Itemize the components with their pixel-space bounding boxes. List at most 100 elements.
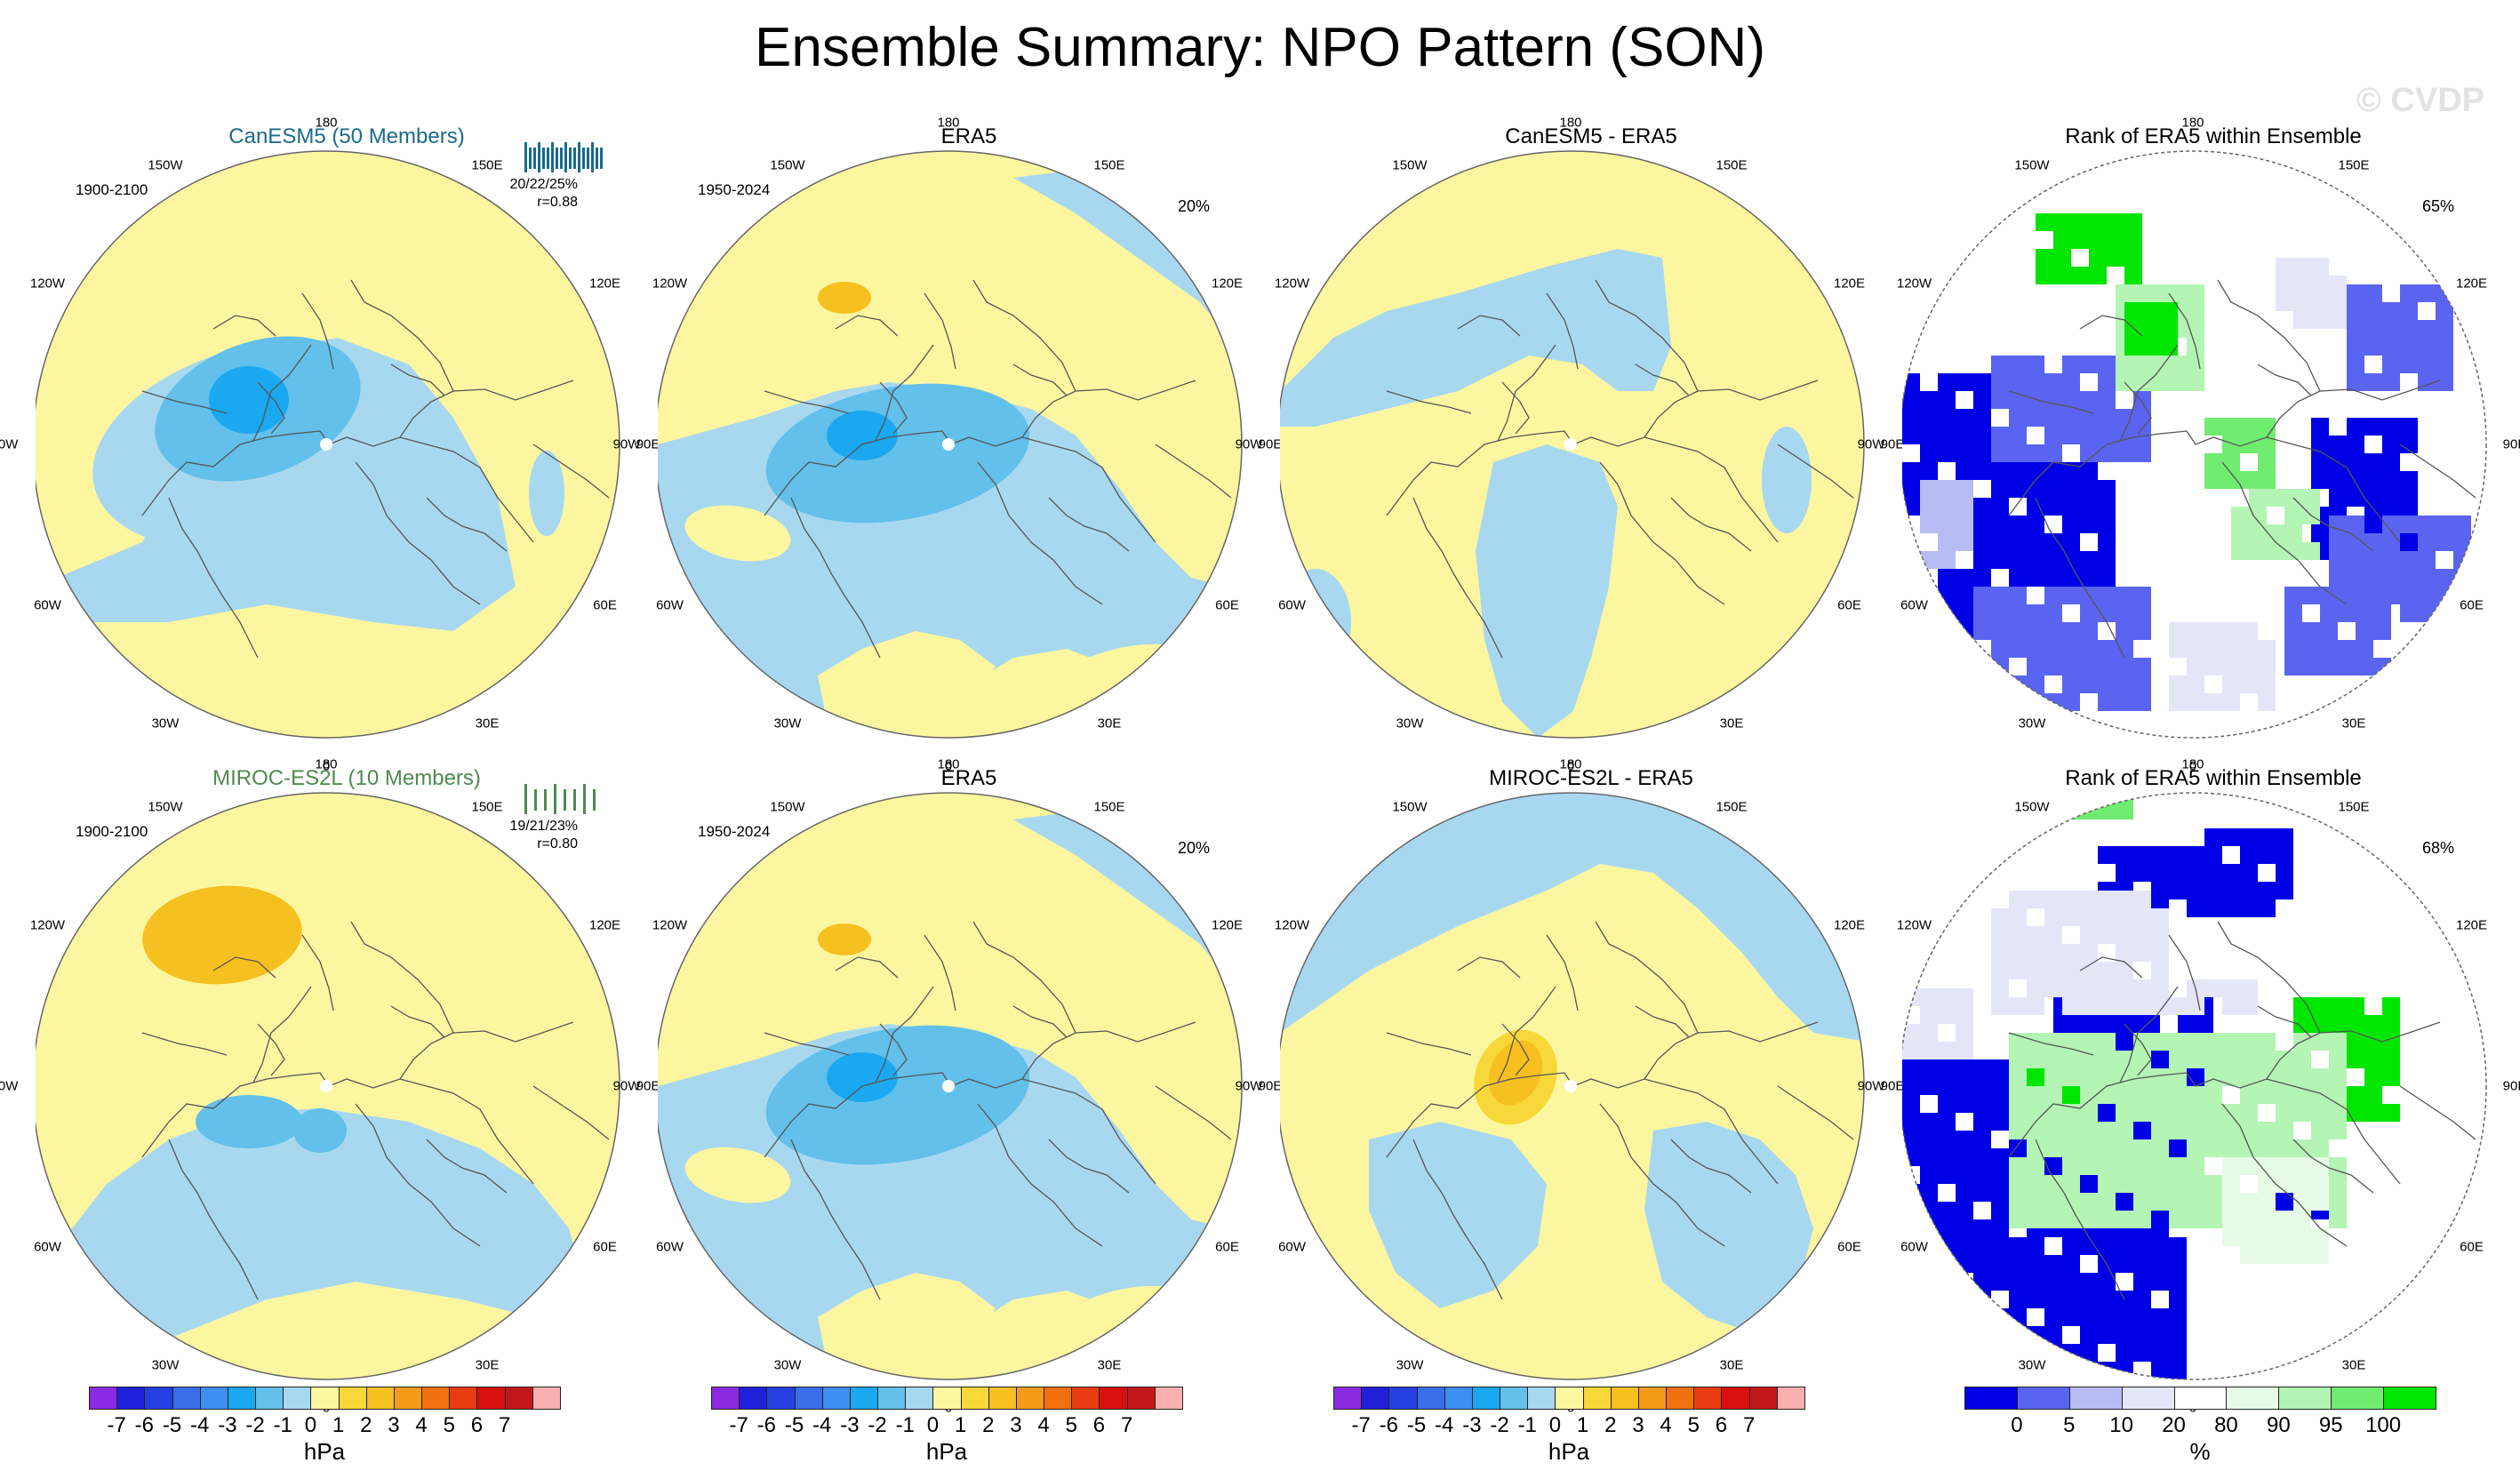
rank-cell bbox=[1902, 1095, 1920, 1113]
rank-cell bbox=[2204, 882, 2222, 899]
rank-cell bbox=[1920, 1291, 1938, 1308]
rank-cell bbox=[2293, 1193, 2311, 1211]
rank-cell bbox=[2062, 908, 2080, 926]
rank-cell bbox=[1973, 1273, 1991, 1291]
rank-cell bbox=[2107, 231, 2124, 249]
rank-cell bbox=[1973, 462, 1991, 480]
colorbar-swatch bbox=[255, 1387, 284, 1410]
rank-cell bbox=[2009, 551, 2027, 569]
rank-cell bbox=[2329, 1086, 2347, 1104]
rank-cell bbox=[2133, 1033, 2151, 1051]
rank-cell bbox=[1902, 1344, 1920, 1362]
rank-cell bbox=[1920, 391, 1938, 409]
rank-cell bbox=[2160, 302, 2178, 320]
rank-cell bbox=[1973, 1059, 1991, 1077]
rank-cell bbox=[1938, 373, 1956, 391]
rank-cell bbox=[2009, 587, 2027, 604]
rank-cell bbox=[2400, 418, 2418, 436]
rank-cell bbox=[2329, 293, 2347, 311]
colorbar-tick-label: -5 bbox=[784, 1413, 804, 1437]
rank-cell bbox=[1991, 1077, 2009, 1095]
rank-cell bbox=[2116, 864, 2133, 882]
longitude-label: 120E bbox=[1833, 917, 1866, 933]
longitude-label: 180 bbox=[2181, 115, 2204, 131]
rank-cell bbox=[2098, 444, 2116, 462]
rank-cell bbox=[2258, 1051, 2276, 1068]
map-fill bbox=[1902, 793, 2486, 1379]
period-label: 1950-2024 bbox=[698, 181, 771, 198]
colorbar-tick-label: 0 bbox=[1548, 1413, 1562, 1437]
rank-cell bbox=[2418, 569, 2436, 587]
longitude-label: 150W bbox=[770, 799, 805, 815]
rank-cell bbox=[2302, 658, 2320, 676]
member-tick bbox=[569, 148, 572, 169]
panel-title: CanESM5 (50 Members) bbox=[228, 124, 465, 148]
longitude-label: 90E bbox=[1880, 1078, 1905, 1094]
rank-cell bbox=[2329, 551, 2347, 569]
rank-cell bbox=[2133, 658, 2151, 676]
rank-cell bbox=[1902, 409, 1920, 427]
rank-cell bbox=[2053, 1015, 2071, 1033]
rank-cell bbox=[2151, 1326, 2169, 1344]
rank-cell bbox=[2044, 1362, 2062, 1379]
coastline bbox=[790, 1139, 881, 1300]
rank-cell bbox=[2036, 267, 2053, 284]
longitude-label: 60E bbox=[1837, 1239, 1861, 1255]
colorbar-swatch bbox=[932, 1387, 962, 1410]
longitude-label: 120W bbox=[652, 276, 688, 292]
rank-cell bbox=[2204, 1122, 2222, 1139]
rank-cell bbox=[2418, 587, 2436, 604]
colorbar-tick-label: 4 bbox=[1037, 1413, 1050, 1437]
longitude-label: 60E bbox=[593, 1239, 617, 1255]
pressure-anomaly-region bbox=[1369, 1122, 1547, 1308]
rank-cell bbox=[2284, 604, 2302, 622]
rank-cell bbox=[2151, 1362, 2169, 1379]
rank-cell bbox=[2133, 1255, 2151, 1273]
longitude-label: 30W bbox=[2018, 716, 2046, 731]
rank-cell bbox=[2027, 1033, 2044, 1051]
longitude-label: 0 bbox=[2188, 758, 2197, 774]
rank-cell bbox=[2293, 1015, 2311, 1033]
rank-cell bbox=[2187, 1086, 2204, 1104]
rank-cell bbox=[1956, 988, 1973, 1006]
explained-variance: 65% bbox=[2422, 197, 2455, 215]
rank-cell bbox=[1902, 1219, 1920, 1237]
rank-cell bbox=[2240, 1211, 2258, 1228]
colorbar-swatch bbox=[2068, 1387, 2123, 1410]
rank-cell bbox=[2080, 1362, 2098, 1379]
coastline bbox=[168, 1139, 259, 1300]
colorbar-tick-label: 1 bbox=[332, 1413, 345, 1437]
panel-title: MIROC-ES2L - ERA5 bbox=[1489, 766, 1693, 790]
colorbar-swatch bbox=[393, 1387, 423, 1410]
rank-cell bbox=[2044, 498, 2062, 516]
rank-cell bbox=[2231, 524, 2249, 542]
rank-cell bbox=[1991, 480, 2009, 498]
rank-cell bbox=[2160, 338, 2178, 356]
rank-cell bbox=[1991, 1255, 2009, 1273]
pressure-anomaly-region bbox=[1280, 569, 1351, 676]
pressure-anomaly-region bbox=[142, 885, 302, 985]
colorbar-tick-label: 0 bbox=[304, 1413, 317, 1437]
map-border bbox=[1280, 792, 1865, 1380]
colorbar-unit: hPa bbox=[303, 1438, 346, 1465]
coastline bbox=[2079, 956, 2143, 979]
colorbar-unit: hPa bbox=[1548, 1438, 1590, 1465]
rank-cell bbox=[2053, 213, 2071, 231]
rank-cell bbox=[1956, 640, 1973, 658]
rank-cell bbox=[2027, 1104, 2044, 1122]
rank-cell bbox=[2400, 356, 2418, 373]
rank-cell bbox=[2098, 587, 2116, 604]
coastline bbox=[1595, 921, 1699, 1034]
rank-colorbar: 0 5 10 20 80 90 95 100% bbox=[1964, 1387, 2436, 1475]
rank-cell bbox=[2347, 516, 2364, 533]
rank-cell bbox=[2204, 640, 2222, 658]
rank-cell bbox=[2240, 640, 2258, 658]
rank-cell bbox=[2133, 1139, 2151, 1157]
rank-cell bbox=[2098, 658, 2116, 676]
rank-cell bbox=[2080, 1291, 2098, 1308]
rank-cell bbox=[2027, 569, 2044, 587]
rank-cell bbox=[2329, 1193, 2347, 1211]
colorbar-tick-label: -7 bbox=[1351, 1413, 1371, 1437]
colorbar-swatch bbox=[310, 1387, 340, 1410]
longitude-label: 60E bbox=[1215, 597, 1239, 613]
